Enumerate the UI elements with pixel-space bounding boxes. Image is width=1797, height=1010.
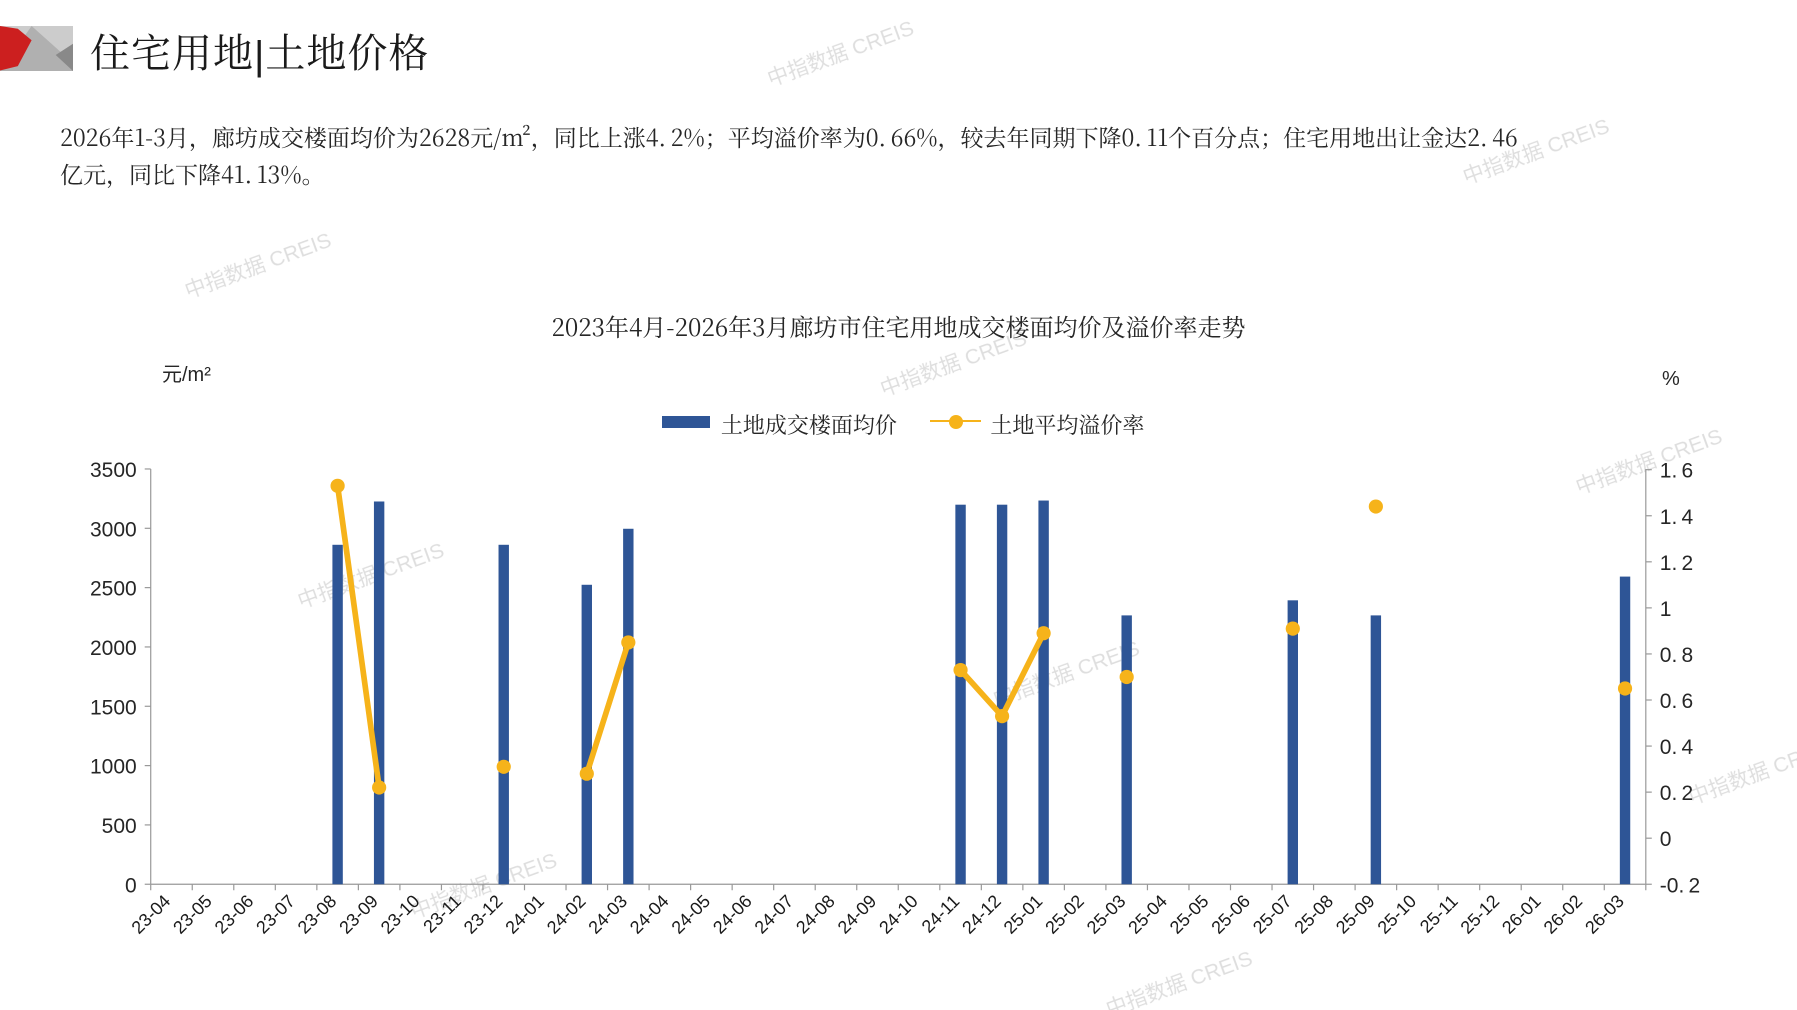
svg-text:23-05: 23-05 <box>169 891 216 938</box>
svg-text:24-04: 24-04 <box>626 891 673 938</box>
svg-text:25-09: 25-09 <box>1332 891 1379 938</box>
svg-text:1500: 1500 <box>90 696 137 719</box>
svg-text:23-12: 23-12 <box>460 891 507 938</box>
svg-text:25-02: 25-02 <box>1041 891 1088 938</box>
svg-text:2000: 2000 <box>90 637 137 660</box>
svg-text:24-03: 24-03 <box>584 891 631 938</box>
svg-text:23-06: 23-06 <box>211 891 258 938</box>
svg-text:24-01: 24-01 <box>501 891 548 938</box>
svg-text:23-08: 23-08 <box>294 891 341 938</box>
svg-text:0. 4: 0. 4 <box>1660 736 1694 759</box>
svg-text:1000: 1000 <box>90 756 137 779</box>
svg-text:-0. 2: -0. 2 <box>1660 874 1700 897</box>
svg-text:0. 2: 0. 2 <box>1660 782 1693 805</box>
svg-text:24-02: 24-02 <box>543 891 590 938</box>
svg-text:24-07: 24-07 <box>751 891 798 938</box>
svg-text:23-04: 23-04 <box>128 891 175 938</box>
svg-text:1. 6: 1. 6 <box>1660 460 1693 483</box>
svg-text:1: 1 <box>1660 598 1672 621</box>
svg-text:25-01: 25-01 <box>1000 891 1047 938</box>
svg-text:25-04: 25-04 <box>1124 891 1171 938</box>
svg-text:3000: 3000 <box>90 518 137 541</box>
svg-text:0: 0 <box>125 874 137 897</box>
svg-text:26-03: 26-03 <box>1581 891 1628 938</box>
svg-text:24-06: 24-06 <box>709 891 756 938</box>
svg-text:25-12: 25-12 <box>1457 891 1504 938</box>
svg-text:3500: 3500 <box>90 459 137 482</box>
svg-text:24-08: 24-08 <box>792 891 839 938</box>
svg-text:24-09: 24-09 <box>834 891 881 938</box>
svg-text:1. 4: 1. 4 <box>1660 506 1694 529</box>
svg-text:25-05: 25-05 <box>1166 891 1213 938</box>
svg-text:0: 0 <box>1660 828 1672 851</box>
svg-text:26-01: 26-01 <box>1498 891 1545 938</box>
svg-text:24-05: 24-05 <box>668 891 715 938</box>
svg-text:26-02: 26-02 <box>1540 891 1587 938</box>
svg-text:23-11: 23-11 <box>419 891 465 937</box>
svg-text:23-09: 23-09 <box>335 891 382 938</box>
svg-text:25-11: 25-11 <box>1416 891 1462 937</box>
svg-text:25-07: 25-07 <box>1249 891 1296 938</box>
svg-text:24-12: 24-12 <box>958 891 1005 938</box>
svg-text:0. 8: 0. 8 <box>1660 644 1693 667</box>
svg-text:25-03: 25-03 <box>1083 891 1130 938</box>
svg-text:25-10: 25-10 <box>1374 891 1421 938</box>
svg-text:1. 2: 1. 2 <box>1660 552 1693 575</box>
svg-text:25-08: 25-08 <box>1290 891 1337 938</box>
svg-text:2500: 2500 <box>90 578 137 601</box>
svg-text:25-06: 25-06 <box>1207 891 1254 938</box>
svg-text:0. 6: 0. 6 <box>1660 690 1693 713</box>
svg-text:24-10: 24-10 <box>875 891 922 938</box>
svg-text:23-07: 23-07 <box>252 891 299 938</box>
svg-text:23-10: 23-10 <box>377 891 424 938</box>
svg-text:500: 500 <box>102 815 137 838</box>
svg-text:24-11: 24-11 <box>918 891 964 937</box>
